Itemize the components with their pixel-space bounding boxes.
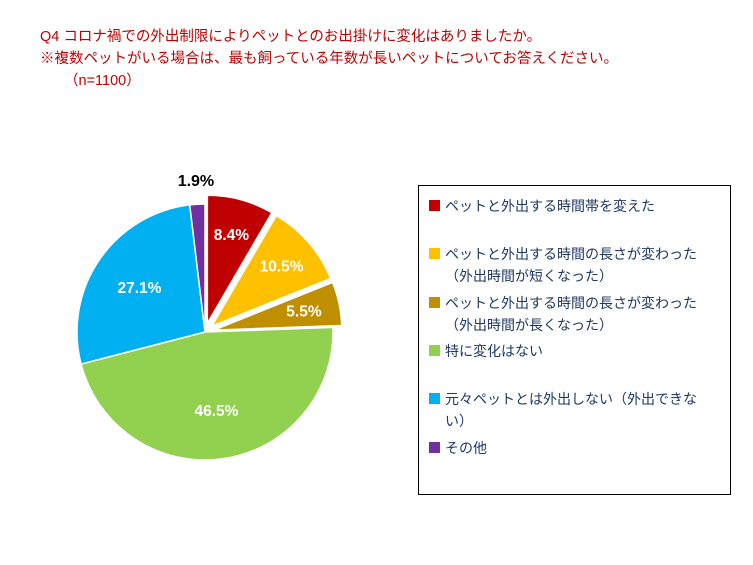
- pie-slice-2: [213, 281, 343, 331]
- legend-item-1: ペットと外出する時間の長さが変わった（外出時間が短くなった）: [429, 243, 722, 291]
- pie-slice-5: [188, 203, 206, 333]
- legend-swatch-icon: [429, 393, 440, 405]
- legend-label: その他: [445, 439, 487, 456]
- pie-slice-3: [80, 326, 334, 461]
- chart-title-line2: ※複数ペットがいる場合は、最も飼っている年数が長いペットについてお答えください。: [40, 51, 618, 67]
- legend-swatch-icon: [429, 344, 440, 356]
- pie-value-label-0: 8.4%: [214, 227, 250, 244]
- pie-slice-4: [76, 204, 206, 365]
- pie-value-label-3: 46.5%: [194, 403, 238, 420]
- chart-title: Q4 コロナ禍での外出制限によりペットとのお出掛けに変化はありましたか。 ※複数…: [40, 26, 618, 92]
- legend-swatch-icon: [429, 441, 440, 453]
- legend-box: ペットと外出する時間帯を変えたペットと外出する時間の長さが変わった（外出時間が短…: [418, 185, 731, 495]
- legend-item-3: 特に変化はない: [429, 340, 722, 388]
- legend-swatch-icon: [429, 296, 440, 308]
- sample-size-note: （n=1100）: [64, 73, 141, 89]
- legend-label: 特に変化はない: [445, 342, 543, 359]
- legend-label: 元々ペットとは外出しない（外出できない）: [445, 391, 697, 430]
- legend-item-4: 元々ペットとは外出しない（外出できない）: [429, 388, 722, 436]
- pie-slice-0: [206, 194, 273, 327]
- legend-label: ペットと外出する時間帯を変えた: [445, 198, 655, 214]
- legend-swatch-icon: [429, 200, 440, 211]
- legend-label: ペットと外出する時間の長さが変わった（外出時間が長くなった）: [445, 294, 697, 333]
- pie-value-label-1: 10.5%: [260, 258, 304, 275]
- pie-chart: 8.4% 10.5% 5.5% 46.5% 27.1% 1.9%: [76, 173, 343, 461]
- legend-item-2: ペットと外出する時間の長さが変わった（外出時間が長くなった）: [429, 292, 722, 340]
- pie-value-label-4: 27.1%: [117, 280, 161, 297]
- pie-slice-1: [210, 214, 332, 328]
- pie-value-label-2: 5.5%: [286, 303, 322, 320]
- legend-item-5: その他: [429, 437, 722, 485]
- chart-title-line1: Q4 コロナ禍での外出制限によりペットとのお出掛けに変化はありましたか。: [40, 29, 542, 45]
- legend-item-0: ペットと外出する時間帯を変えた: [429, 195, 722, 243]
- legend-swatch-icon: [429, 248, 440, 260]
- legend-label: ペットと外出する時間の長さが変わった（外出時間が短くなった）: [445, 246, 697, 285]
- pie-value-label-5: 1.9%: [178, 173, 214, 190]
